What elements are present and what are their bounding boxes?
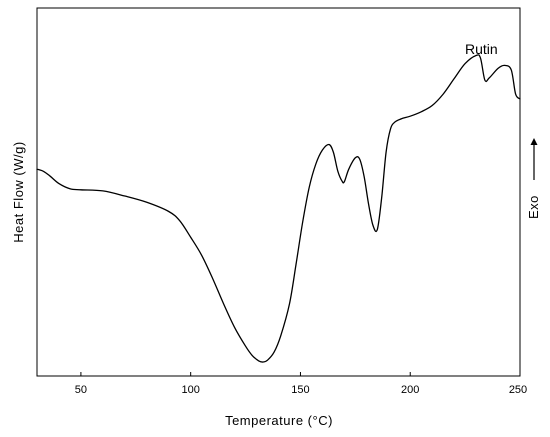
x-axis-ticks	[80, 372, 521, 376]
x-tick-label-200: 200	[401, 384, 419, 396]
plot-frame	[36, 7, 521, 377]
exo-arrowhead-icon	[530, 138, 538, 145]
x-axis-title: Temperature (°C)	[225, 413, 333, 428]
y-axis-title: Heat Flow (W/g)	[11, 141, 26, 242]
x-tick-label-250: 250	[509, 384, 527, 396]
series-line-rutin	[36, 54, 521, 363]
x-tick-label-100: 100	[182, 384, 200, 396]
exo-label: Exo	[526, 195, 541, 219]
sample-label: Rutin	[465, 41, 498, 57]
x-axis-tick-labels: 50 100 150 200 250	[75, 384, 527, 396]
exo-indicator: Exo	[526, 138, 541, 219]
x-tick-label-50: 50	[75, 384, 87, 396]
x-tick-label-150: 150	[291, 384, 309, 396]
